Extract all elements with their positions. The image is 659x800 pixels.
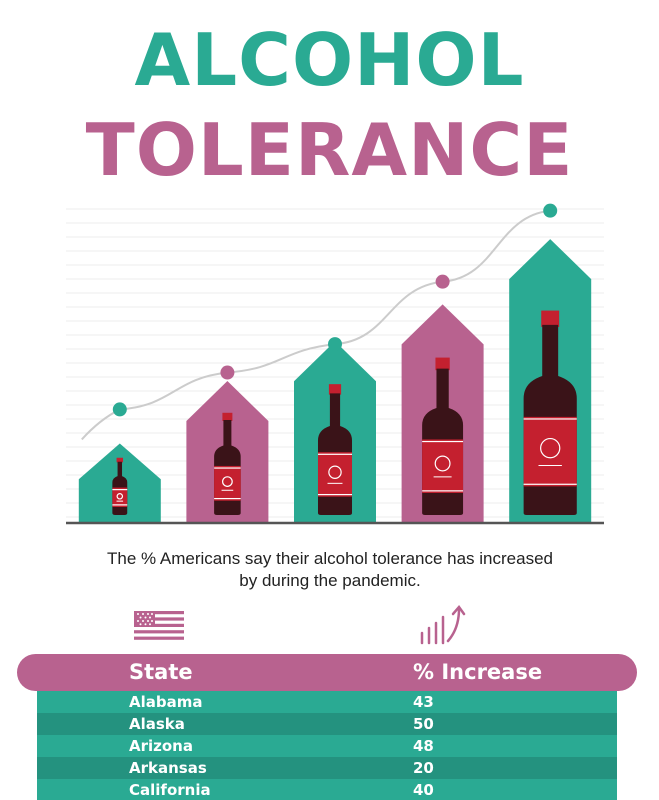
trend-point [543,203,558,218]
title-tolerance: TOLERANCE [85,108,574,192]
increase-cell: 43 [413,693,434,711]
state-cell: Alaska [129,715,185,733]
column-header-increase: % Increase [413,660,543,684]
chart-bottles [112,310,577,515]
increase-cell: 50 [413,715,434,733]
table-row: California 40 [37,779,617,800]
table-body: Alabama 43 Alaska 50 Arizona 48 Arkansas… [37,691,617,800]
state-cell: Arizona [129,737,193,755]
chart-trend [81,203,558,441]
increase-cell: 40 [413,781,434,799]
wine-bottle-icon [422,357,464,515]
table-header: State % Increase [17,654,637,691]
column-header-state: State [129,660,193,684]
wine-bottle-icon [214,412,241,515]
trend-point [112,402,127,417]
title-alcohol: ALCOHOL [134,18,525,102]
trend-point [435,274,450,289]
state-cell: California [129,781,211,799]
caption-line-1: The % Americans say their alcohol tolera… [106,549,553,568]
table-row: Alaska 50 [37,713,617,735]
state-cell: Alabama [129,693,203,711]
wine-bottle-icon [317,384,353,515]
increase-cell: 20 [413,759,434,777]
chart-caption: The % Americans say their alcohol tolera… [40,548,620,592]
chart-graphic [66,203,604,525]
state-cell: Arkansas [129,759,207,777]
growth-chart-icon [420,604,466,645]
caption-line-2: by during the pandemic. [239,571,421,590]
us-flag-icon [134,611,184,643]
wine-bottle-icon [112,457,128,515]
wine-bottle-icon [523,310,577,515]
trend-point [220,365,235,380]
trend-point [328,337,342,352]
table-row: Arkansas 20 [37,757,617,779]
table-row: Arizona 48 [37,735,617,757]
increase-cell: 48 [413,737,434,755]
table-row: Alabama 43 [37,691,617,713]
